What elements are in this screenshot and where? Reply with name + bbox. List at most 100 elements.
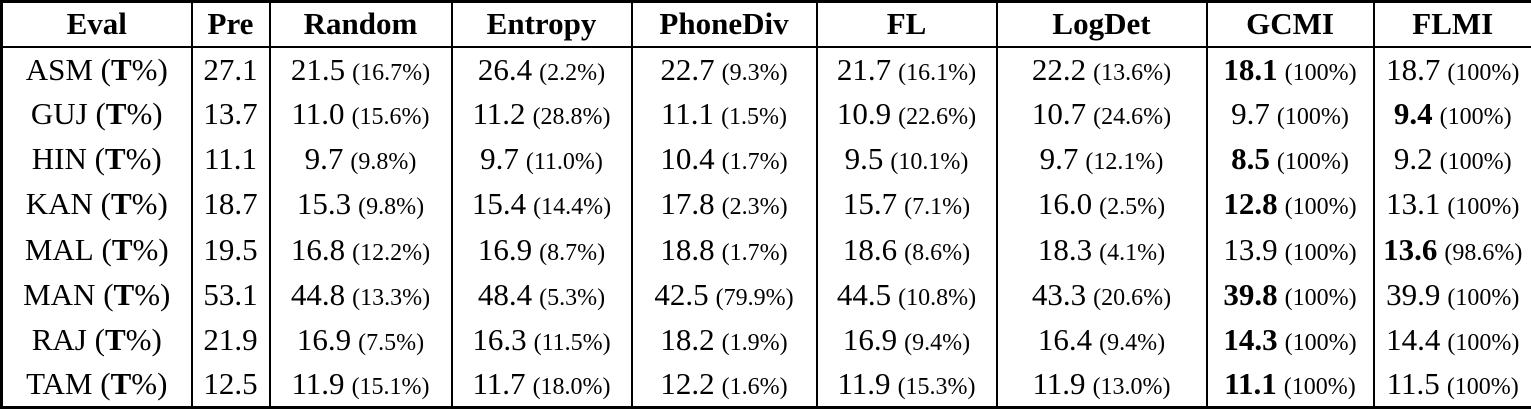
cell-value: 11.1 bbox=[1224, 366, 1277, 402]
cell-value: 18.6 bbox=[842, 231, 898, 267]
cell-percentage: (100%) bbox=[1284, 329, 1357, 356]
cell-percentage: (13.3%) bbox=[352, 284, 431, 311]
table-cell: 53.1 bbox=[190, 272, 270, 318]
table-cell: 16.9 (8.7%) bbox=[450, 227, 632, 273]
table-cell: 11.1 (100%) bbox=[1205, 362, 1374, 408]
table-cell: 18.2 (1.9%) bbox=[630, 317, 817, 363]
table-cell: 11.2 (28.8%) bbox=[450, 91, 632, 137]
column-header-entropy: Entropy bbox=[450, 1, 632, 48]
row-label: KAN (T%) bbox=[25, 186, 168, 222]
table-cell: 27.1 bbox=[190, 46, 270, 92]
table-cell: 9.7 (9.8%) bbox=[268, 136, 452, 182]
cell-value: 22.7 bbox=[660, 51, 715, 87]
table-cell: 9.7 (11.0%) bbox=[450, 136, 632, 182]
cell-value: 16.9 bbox=[296, 321, 352, 357]
cell-value: 44.5 bbox=[836, 276, 892, 312]
table-cell: 11.9 (15.3%) bbox=[815, 362, 997, 408]
table-cell: 12.2 (1.6%) bbox=[630, 362, 817, 408]
table-cell: 9.7 (100%) bbox=[1205, 91, 1374, 137]
cell-percentage: (12.2%) bbox=[352, 239, 431, 266]
cell-percentage: (14.4%) bbox=[533, 194, 612, 221]
cell-percentage: (22.6%) bbox=[898, 104, 977, 131]
cell-value: 39.9 bbox=[1386, 276, 1441, 312]
cell-percentage: (7.1%) bbox=[904, 194, 971, 221]
cell-percentage: (8.6%) bbox=[904, 239, 971, 266]
cell-value: 13.7 bbox=[203, 96, 258, 132]
cell-percentage: (9.8%) bbox=[358, 194, 425, 221]
cell-value: 12.8 bbox=[1223, 186, 1278, 222]
table-cell: 18.6 (8.6%) bbox=[815, 227, 997, 273]
cell-value: 15.4 bbox=[471, 186, 527, 222]
cell-percentage: (15.3%) bbox=[897, 374, 976, 401]
cell-value: 11.0 bbox=[291, 96, 345, 132]
column-header-gcmi: GCMI bbox=[1205, 1, 1374, 48]
cell-percentage: (1.6%) bbox=[721, 374, 788, 401]
cell-percentage: (9.8%) bbox=[350, 149, 417, 176]
cell-value: 18.1 bbox=[1223, 51, 1278, 87]
table-cell: 13.7 bbox=[190, 91, 270, 137]
table-cell: 14.3 (100%) bbox=[1205, 317, 1374, 363]
row-language-label: KAN bbox=[25, 186, 93, 222]
table-cell: 15.7 (7.1%) bbox=[815, 181, 997, 227]
row-label: ASM (T%) bbox=[25, 51, 168, 87]
cell-percentage: (13.0%) bbox=[1092, 374, 1171, 401]
cell-value: 13.1 bbox=[1386, 186, 1441, 222]
table-row: RAJ (T%) 21.9 16.9 (7.5%) 16.3 (11.5%) 18.2 (1… bbox=[2, 317, 1531, 363]
row-language-label: HIN bbox=[31, 141, 87, 177]
cell-percentage: (8.7%) bbox=[539, 239, 606, 266]
table-cell: 12.5 bbox=[190, 362, 270, 408]
table-cell: 9.5 (10.1%) bbox=[815, 136, 997, 182]
cell-value: 18.8 bbox=[660, 231, 715, 267]
table-cell: 11.7 (18.0%) bbox=[450, 362, 632, 408]
table-cell: 11.0 (15.6%) bbox=[268, 91, 452, 137]
cell-percentage: (10.1%) bbox=[890, 149, 969, 176]
cell-value: 11.9 bbox=[291, 366, 345, 402]
table-cell: 9.2 (100%) bbox=[1372, 136, 1531, 182]
cell-value: 16.9 bbox=[842, 321, 898, 357]
cell-value: 15.3 bbox=[296, 186, 352, 222]
table-cell: 12.8 (100%) bbox=[1205, 181, 1374, 227]
table-cell: 18.1 (100%) bbox=[1205, 46, 1374, 92]
table-cell: 22.7 (9.3%) bbox=[630, 46, 817, 92]
table-cell: 11.9 (13.0%) bbox=[995, 362, 1207, 408]
cell-percentage: (100%) bbox=[1439, 104, 1512, 131]
cell-percentage: (100%) bbox=[1284, 194, 1357, 221]
cell-value: 9.2 bbox=[1393, 141, 1433, 177]
table-cell: 11.5 (100%) bbox=[1372, 362, 1531, 408]
cell-value: 48.4 bbox=[477, 276, 533, 312]
table-cell: 8.5 (100%) bbox=[1205, 136, 1374, 182]
cell-value: 18.7 bbox=[203, 186, 258, 222]
cell-percentage: (1.9%) bbox=[721, 329, 788, 356]
table-header: Eval Pre Random Entropy PhoneDiv FL LogD… bbox=[1, 1, 1531, 48]
table-cell: 17.8 (2.3%) bbox=[630, 181, 817, 227]
cell-value: 17.8 bbox=[660, 186, 715, 222]
cell-value: 16.0 bbox=[1037, 186, 1093, 222]
cell-value: 43.3 bbox=[1031, 276, 1087, 312]
cell-value: 18.3 bbox=[1037, 231, 1093, 267]
row-label: RAJ (T%) bbox=[31, 321, 162, 357]
table-cell: 18.8 (1.7%) bbox=[630, 227, 817, 273]
cell-value: 11.1 bbox=[203, 141, 258, 177]
column-header-random: Random bbox=[268, 1, 452, 48]
table-cell: 42.5 (79.9%) bbox=[630, 272, 817, 318]
cell-value: 22.2 bbox=[1031, 51, 1087, 87]
cell-value: 8.5 bbox=[1231, 141, 1270, 177]
cell-value: 11.2 bbox=[472, 96, 526, 132]
cell-percentage: (79.9%) bbox=[715, 284, 794, 311]
cell-value: 12.5 bbox=[203, 366, 258, 402]
table-row: ASM (T%) 27.1 21.5 (16.7%) 26.4 (2.2%) 22.7 (9… bbox=[2, 46, 1531, 92]
row-language-label: TAM bbox=[26, 366, 93, 402]
cell-percentage: (15.1%) bbox=[351, 374, 430, 401]
cell-percentage: (16.1%) bbox=[898, 59, 977, 86]
cell-percentage: (13.6%) bbox=[1093, 59, 1172, 86]
cell-percentage: (100%) bbox=[1276, 104, 1349, 131]
table-row: GUJ (T%) 13.7 11.0 (15.6%) 11.2 (28.8%) 11.1(… bbox=[2, 91, 1531, 137]
cell-percentage: (1.7%) bbox=[721, 239, 788, 266]
table-cell: 18.7 bbox=[190, 181, 270, 227]
row-label: HIN (T%) bbox=[31, 141, 162, 177]
cell-percentage: (18.0%) bbox=[532, 374, 611, 401]
table-cell: 16.8 (12.2%) bbox=[268, 227, 452, 273]
cell-percentage: (100%) bbox=[1447, 194, 1520, 221]
table-cell: 10.4 (1.7%) bbox=[630, 136, 817, 182]
